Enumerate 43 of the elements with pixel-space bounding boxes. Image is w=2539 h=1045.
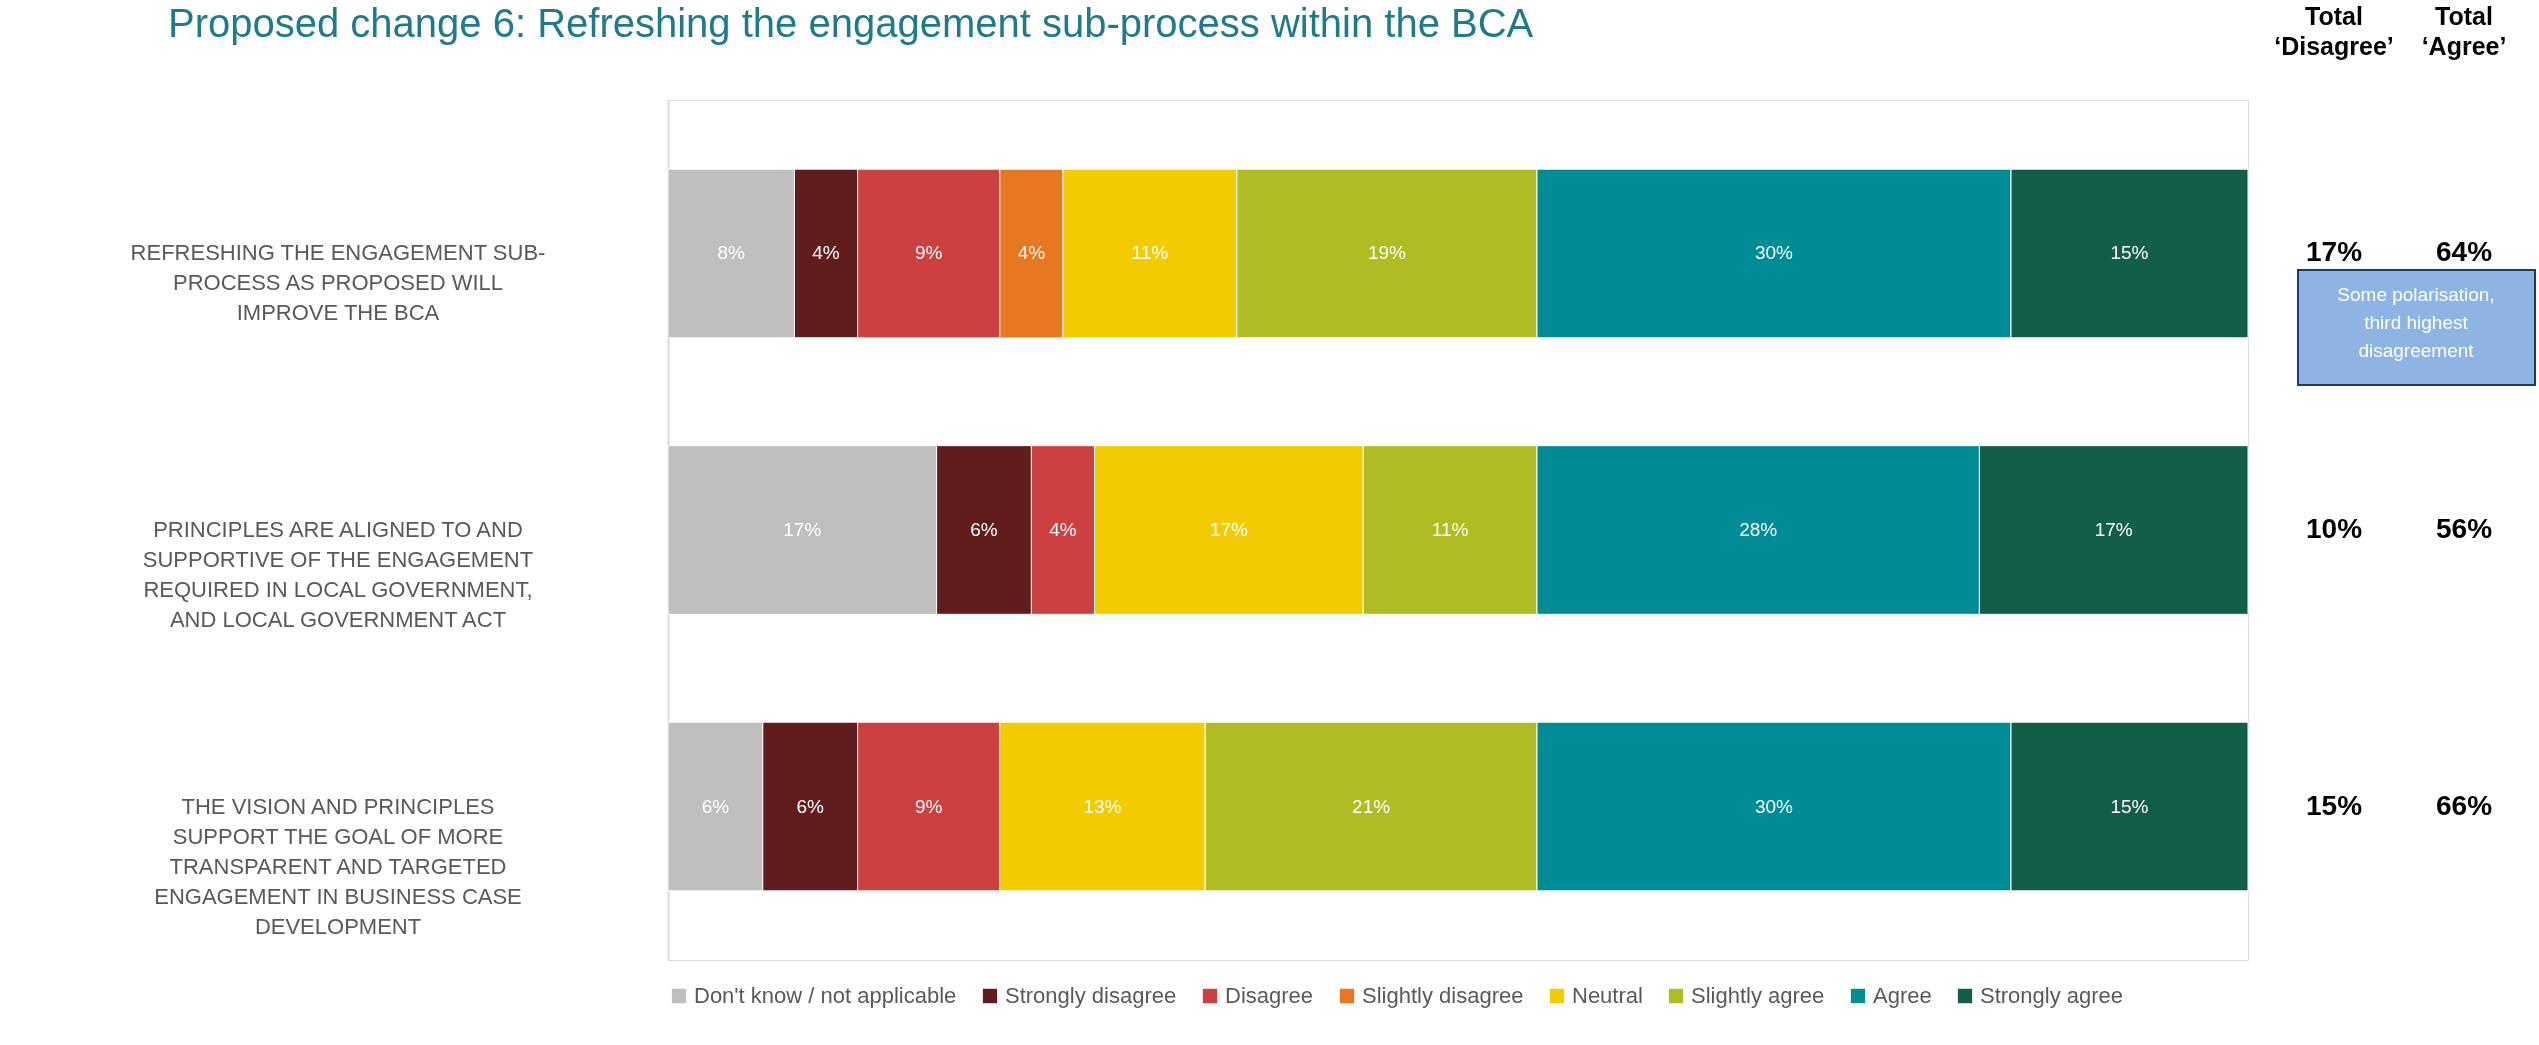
data-label: 11% <box>1431 519 1469 540</box>
text: 15% <box>2305 789 2363 821</box>
data-label: 17% <box>2094 519 2133 540</box>
data-label: 4% <box>1049 519 1077 540</box>
data-label: 13% <box>1083 795 1122 817</box>
data-label: 4% <box>1017 242 1046 264</box>
data-label: 19% <box>1367 242 1407 264</box>
data-label: 6% <box>701 795 730 817</box>
data-label: 21% <box>1352 795 1391 817</box>
text: 10% <box>2305 513 2363 544</box>
data-label: 9% <box>914 242 943 264</box>
y-tick-label: PRINCIPLES ARE ALIGNED TO AND SUPPORTIVE OF THE ENGAGEMENT REQUIRED IN LOCAL GOVERNMENT, AND LOCAL GOVERNMENT ACT <box>142 517 534 632</box>
data-label: 6% <box>796 795 825 817</box>
y-tick-label: THE VISION AND PRINCIPLES SUPPORT THE GOAL OF MORE TRANSPARENT AND TARGETED ENGAGEMENT IN BUSINESS CASE DEVELOPMENT <box>154 793 522 939</box>
legend-label: Neutral <box>1572 983 1643 1008</box>
data-label: 17% <box>783 519 822 540</box>
data-label: 28% <box>1739 519 1778 540</box>
text: Total ‘Agree’ <box>2421 2 2507 60</box>
text: Some polarisation, third highest disagreement <box>2337 284 2495 361</box>
data-label: 15% <box>2110 795 2149 817</box>
legend-label: Slightly agree <box>1691 983 1825 1008</box>
data-label: 6% <box>970 519 998 540</box>
text: 56% <box>2435 513 2493 544</box>
legend-label: Agree <box>1873 983 1932 1008</box>
text: Total ‘Disagree’ <box>2274 2 2394 60</box>
legend-label: Strongly disagree <box>1005 983 1177 1008</box>
data-label: 8% <box>717 242 746 264</box>
data-label: 17% <box>1209 519 1249 540</box>
data-label: 9% <box>914 795 943 817</box>
data-label: 11% <box>1131 242 1169 264</box>
legend-label: Don't know / not applicable <box>694 983 957 1008</box>
data-label: 15% <box>2110 242 2149 264</box>
y-tick-label: REFRESHING THE ENGAGEMENT SUB-PROCESS AS PROPOSED WILL IMPROVE THE BCA <box>130 240 546 326</box>
legend-label: Strongly agree <box>1980 983 2124 1008</box>
legend-label: Disagree <box>1225 983 1314 1008</box>
legend-label: Slightly disagree <box>1362 983 1524 1008</box>
data-label: 4% <box>812 242 840 264</box>
data-label: 30% <box>1754 795 1794 817</box>
text: 17% <box>2305 236 2363 268</box>
text: 66% <box>2435 789 2493 821</box>
text: 64% <box>2435 236 2493 268</box>
chart-title: Proposed change 6: Refreshing the engagement sub-process within the BCA <box>168 1 1534 45</box>
data-label: 30% <box>1754 242 1794 264</box>
